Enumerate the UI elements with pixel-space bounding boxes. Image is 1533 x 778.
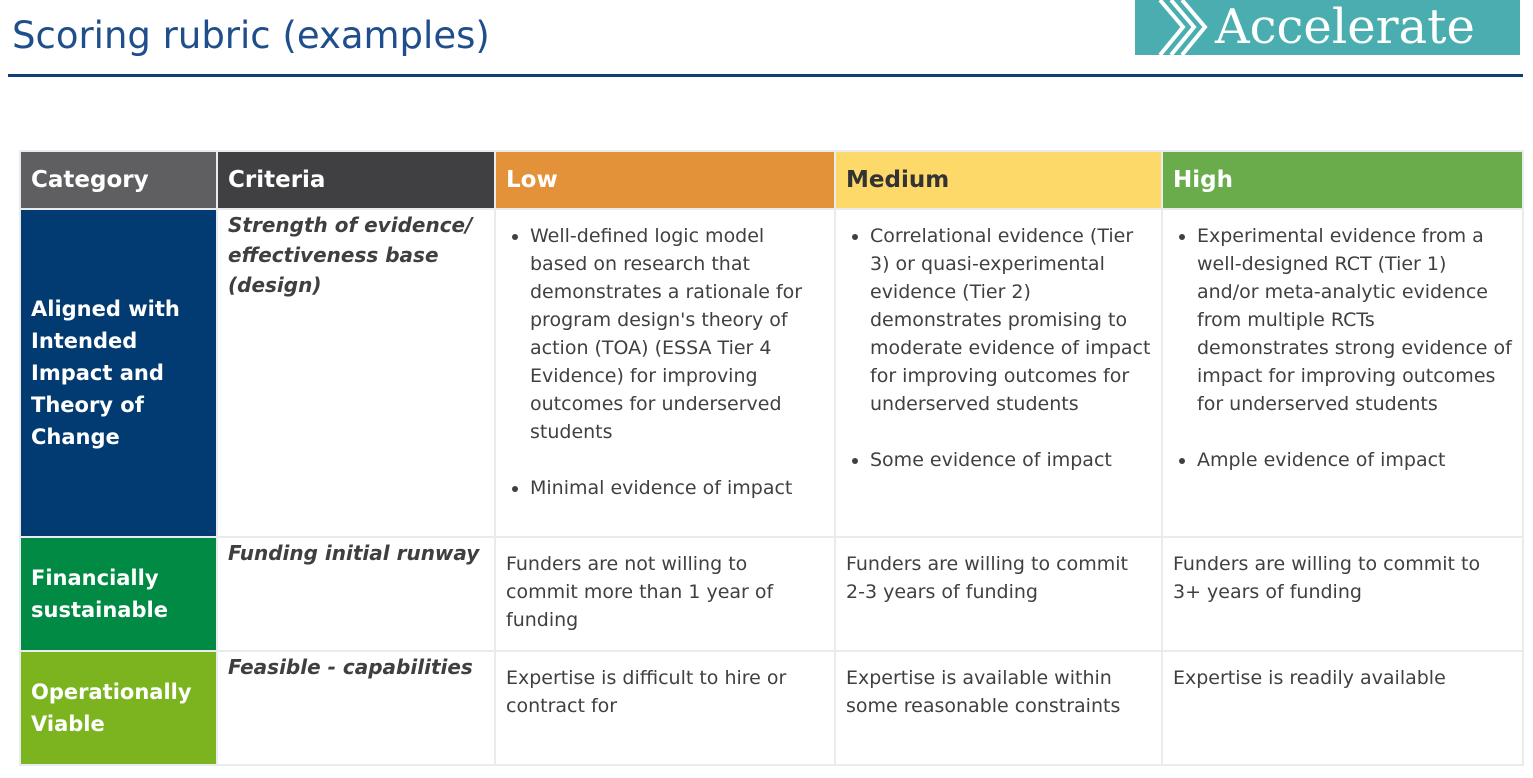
accelerate-logo: Accelerate <box>1135 0 1520 55</box>
cell-text: Expertise is readily available <box>1173 667 1446 689</box>
high-cell: Expertise is readily available <box>1161 650 1524 766</box>
low-cell: Funders are not willing to commit more t… <box>494 536 836 652</box>
header-category: Category <box>19 150 218 210</box>
low-cell: Expertise is difficult to hire or contra… <box>494 650 836 766</box>
table-row: Aligned with Intended Impact and Theory … <box>19 208 1524 538</box>
page-title: Scoring rubric (examples) <box>12 14 490 57</box>
bullet: Experimental evidence from a well-design… <box>1197 222 1512 418</box>
header-row: Category Criteria Low Medium High <box>19 150 1524 210</box>
cell-text: Expertise is difficult to hire or contra… <box>506 667 787 717</box>
title-divider <box>8 74 1523 77</box>
header-criteria: Criteria <box>216 150 496 210</box>
header-low: Low <box>494 150 836 210</box>
header-high: High <box>1161 150 1524 210</box>
header-medium: Medium <box>834 150 1163 210</box>
bullet: Ample evidence of impact <box>1197 446 1512 474</box>
criteria-cell: Strength of evidence/ effectiveness base… <box>216 208 496 538</box>
bullet: Some evidence of impact <box>870 446 1151 474</box>
medium-cell: Funders are willing to commit 2-3 years … <box>834 536 1163 652</box>
table-row: Financially sustainable Funding initial … <box>19 536 1524 652</box>
bullet: Minimal evidence of impact <box>530 474 824 502</box>
high-cell: Experimental evidence from a well-design… <box>1161 208 1524 538</box>
low-cell: Well-defined logic model based on resear… <box>494 208 836 538</box>
category-cell: Financially sustainable <box>19 536 218 652</box>
criteria-cell: Funding initial runway <box>216 536 496 652</box>
medium-cell: Expertise is available within some reaso… <box>834 650 1163 766</box>
category-cell: Operationally Viable <box>19 650 218 766</box>
medium-cell: Correlational evidence (Tier 3) or quasi… <box>834 208 1163 538</box>
cell-text: Expertise is available within some reaso… <box>846 667 1121 717</box>
criteria-cell: Feasible - capabilities <box>216 650 496 766</box>
cell-text: Funders are not willing to commit more t… <box>506 553 774 631</box>
cell-text: Funders are willing to commit 2-3 years … <box>846 553 1128 603</box>
category-cell: Aligned with Intended Impact and Theory … <box>19 208 218 538</box>
cell-text: Funders are willing to commit to 3+ year… <box>1173 553 1481 603</box>
scoring-rubric-table: Category Criteria Low Medium High Aligne… <box>19 150 1524 766</box>
bullet: Well-defined logic model based on resear… <box>530 222 824 446</box>
bullet: Correlational evidence (Tier 3) or quasi… <box>870 222 1151 418</box>
table-row: Operationally Viable Feasible - capabili… <box>19 650 1524 766</box>
high-cell: Funders are willing to commit to 3+ year… <box>1161 536 1524 652</box>
logo-text: Accelerate <box>1215 0 1475 55</box>
chevron-logo-icon <box>1158 0 1208 55</box>
